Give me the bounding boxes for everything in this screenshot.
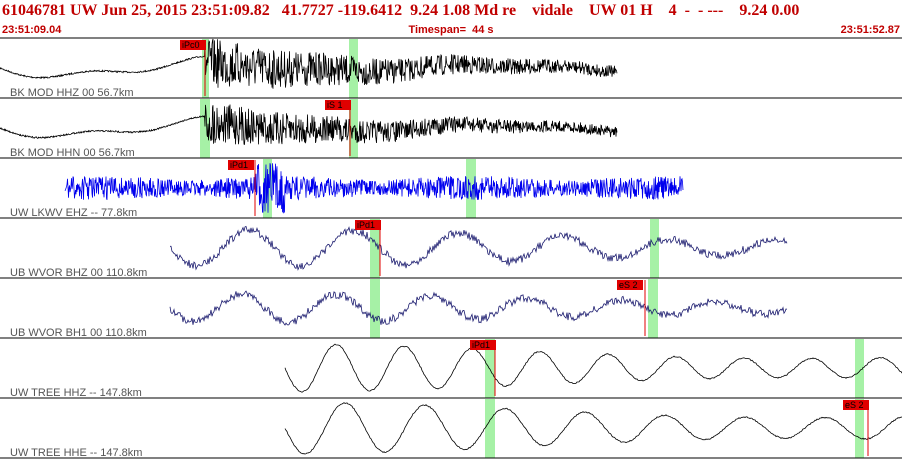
trace-label: UB WVOR BH1 00 110.8km <box>10 327 147 339</box>
trace-label: BK MOD HHZ 00 56.7km <box>10 87 133 99</box>
trace-label: UW TREE HHZ -- 147.8km <box>10 387 142 399</box>
pick-label: eS 2 <box>845 400 864 410</box>
waveform <box>170 225 788 271</box>
pick-band <box>650 219 659 278</box>
waveform <box>0 104 618 145</box>
waveform <box>284 402 902 455</box>
pick-label: eS 2 <box>619 280 638 290</box>
pick-band <box>485 339 495 398</box>
pick-box <box>325 100 351 110</box>
trace-label: UW LKWV EHZ -- 77.8km <box>10 207 137 219</box>
pick-band <box>855 399 864 458</box>
pick-band <box>370 219 380 278</box>
pick-label: iPd1 <box>357 220 375 230</box>
pick-band <box>855 339 864 398</box>
pick-box <box>355 220 381 230</box>
pick-box <box>470 340 496 350</box>
pick-box <box>843 400 869 410</box>
end-time: 23:51:52.87 <box>841 24 900 36</box>
waveform <box>169 290 788 326</box>
waveform <box>64 163 684 214</box>
pick-box <box>228 160 254 170</box>
waveform <box>0 38 618 89</box>
pick-label: iPc0 <box>182 40 200 50</box>
pick-label: iS 1 <box>327 100 343 110</box>
pick-band <box>485 399 495 458</box>
pick-label: iPd1 <box>230 160 248 170</box>
pick-band <box>370 279 380 338</box>
waveform <box>284 343 902 393</box>
trace-label: UW TREE HHE -- 147.8km <box>10 447 142 459</box>
event-title: 61046781 UW Jun 25, 2015 23:51:09.82 41.… <box>2 2 799 19</box>
trace-label: BK MOD HHN 00 56.7km <box>10 147 135 159</box>
timespan: Timespan= 44 s <box>408 24 493 36</box>
pick-band <box>200 99 210 158</box>
pick-band <box>466 159 476 218</box>
pick-band <box>648 279 658 338</box>
start-time: 23:51:09.04 <box>2 24 62 36</box>
pick-box <box>617 280 643 290</box>
pick-label: iPd1 <box>472 340 490 350</box>
trace-label: UB WVOR BHZ 00 110.8km <box>10 267 147 279</box>
pick-box <box>180 40 206 50</box>
